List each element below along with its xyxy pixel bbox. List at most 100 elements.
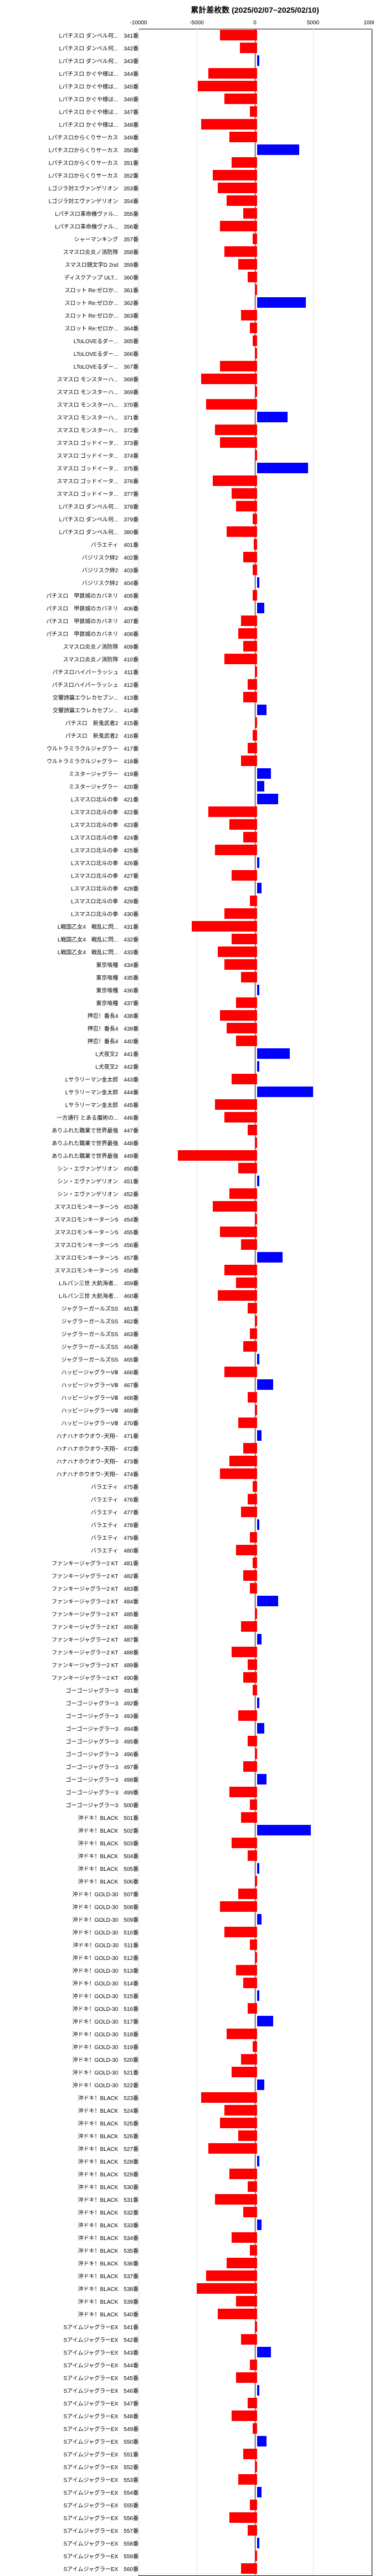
data-row: バジリスク絆2 404番 [0, 576, 374, 589]
row-label: LToLOVEるダー... 365番 [0, 337, 141, 345]
row-label: 沖ドキ！GOLD-30 513番 [0, 1966, 141, 1974]
row-bar-area [141, 105, 374, 118]
data-row: ゴーゴージャグラー3 493番 [0, 1709, 374, 1722]
row-bar-area [141, 487, 374, 500]
row-label: ファンキージャグラー2 KT 489番 [0, 1661, 141, 1669]
row-label: Lルパン三世 大航海者... 459番 [0, 1279, 141, 1287]
row-label: パチスロ 新鬼武者2 415番 [0, 718, 141, 727]
row-label: ファンキージャグラー2 KT 486番 [0, 1622, 141, 1631]
row-bar-area [141, 220, 374, 232]
data-row: スマスロモンキーターン5 456番 [0, 1238, 374, 1251]
row-bar-area [141, 169, 374, 182]
bar [255, 1952, 257, 1962]
row-bar-area [141, 1646, 374, 1658]
data-row: スマスロ炎炎ノ消防隊 410番 [0, 653, 374, 665]
data-row: シン・エヴァンゲリオン 450番 [0, 1162, 374, 1175]
data-row: Lスマスロ北斗の拳 424番 [0, 831, 374, 844]
row-bar-area [141, 665, 374, 678]
row-label: Lスマスロ北斗の拳 423番 [0, 820, 141, 829]
bar [257, 2016, 273, 2026]
bar [229, 819, 257, 829]
bar [192, 921, 257, 931]
data-row: ゴーゴージャグラー3 496番 [0, 1747, 374, 1760]
data-row: SアイムジャグラーEX 560番 [0, 2562, 374, 2575]
bar [206, 2270, 257, 2280]
data-row: ファンキージャグラー2 KT 482番 [0, 1569, 374, 1582]
data-row: Lパチスロ かぐや様は... 347番 [0, 105, 374, 118]
row-bar-area [141, 704, 374, 716]
data-row: 押忍！番長4 440番 [0, 1034, 374, 1047]
chart-container: 累計差枚数 (2025/02/07~2025/02/10) -10000-500… [0, 0, 374, 2575]
row-bar-area [141, 1225, 374, 1238]
bar [257, 1698, 259, 1708]
bar [232, 934, 257, 944]
row-label: 沖ドキ！BLACK 527番 [0, 2144, 141, 2153]
row-bar-area [141, 1480, 374, 1493]
row-bar-area [141, 1022, 374, 1034]
bar [255, 1316, 257, 1326]
data-row: 沖ドキ！BLACK 524番 [0, 2104, 374, 2117]
bar [255, 1876, 257, 1886]
bar [206, 399, 257, 409]
data-row: Lパチスロ ダンベル何... 343番 [0, 54, 374, 67]
row-bar-area [141, 1544, 374, 1556]
data-row: スロット Re:ゼロか... 362番 [0, 296, 374, 309]
bar [241, 1812, 257, 1822]
row-bar-area [141, 1760, 374, 1773]
data-row: 沖ドキ！BLACK 532番 [0, 2206, 374, 2218]
row-label: Lサラリーマン金太郎 444番 [0, 1088, 141, 1096]
row-label: 沖ドキ！GOLD-30 522番 [0, 2081, 141, 2089]
row-bar-area [141, 1837, 374, 1849]
row-bar-area [141, 1009, 374, 1022]
row-label: Lスマスロ北斗の拳 421番 [0, 795, 141, 803]
row-bar-area [141, 2499, 374, 2511]
row-label: ゴーゴージャグラー3 491番 [0, 1686, 141, 1694]
bar [257, 412, 288, 422]
row-label: L犬夜叉2 441番 [0, 1049, 141, 1058]
bar [248, 1850, 257, 1860]
row-label: Lパチスロからくりサーカス 352番 [0, 171, 141, 179]
row-bar-area [141, 933, 374, 945]
row-label: 沖ドキ！BLACK 535番 [0, 2246, 141, 2254]
row-bar-area [141, 2231, 374, 2244]
row-label: SアイムジャグラーEX 548番 [0, 2412, 141, 2420]
bar [255, 1608, 257, 1618]
row-label: ジャグラーガールズSS 461番 [0, 1304, 141, 1312]
bar [257, 985, 259, 995]
row-label: ファンキージャグラー2 KT 490番 [0, 1673, 141, 1682]
row-bar-area [141, 2308, 374, 2320]
row-label: L犬夜叉2 442番 [0, 1062, 141, 1070]
row-label: Lパチスロ かぐや様は... 348番 [0, 120, 141, 128]
row-bar-area [141, 2371, 374, 2384]
row-bar-area [141, 118, 374, 131]
row-bar-area [141, 513, 374, 525]
data-row: Lパチスロ かぐや様は... 344番 [0, 67, 374, 80]
bar [243, 1443, 257, 1453]
row-label: SアイムジャグラーEX 550番 [0, 2437, 141, 2445]
bar [243, 1978, 257, 1988]
bar [215, 845, 257, 855]
row-label: 押忍！番長4 440番 [0, 1037, 141, 1045]
bar [248, 1303, 257, 1313]
data-row: 沖ドキ！BLACK 536番 [0, 2257, 374, 2269]
x-axis-labels: -10000-50000500010000 [139, 20, 371, 29]
row-bar-area [141, 1595, 374, 1607]
data-row: スマスロモンキーターン5 453番 [0, 1200, 374, 1213]
data-row: スマスロモンキーターン5 457番 [0, 1251, 374, 1264]
row-label: スマスロ ゴッドイータ... 377番 [0, 489, 141, 498]
bar [243, 832, 257, 842]
bar [250, 2500, 257, 2510]
row-label: 交響詩篇エウレカセブン... 414番 [0, 706, 141, 714]
row-label: シャーマンキング 357番 [0, 235, 141, 243]
row-bar-area [141, 614, 374, 627]
row-bar-area [141, 1302, 374, 1315]
row-bar-area [141, 984, 374, 996]
row-bar-area [141, 1798, 374, 1811]
row-bar-area [141, 2346, 374, 2358]
row-bar-area [141, 2448, 374, 2460]
row-label: Lパチスロ かぐや様は... 346番 [0, 95, 141, 103]
data-row: 沖ドキ！BLACK 529番 [0, 2168, 374, 2180]
data-row: ディスクアップ ULT... 360番 [0, 271, 374, 283]
bar [240, 43, 258, 53]
bar [241, 310, 257, 320]
